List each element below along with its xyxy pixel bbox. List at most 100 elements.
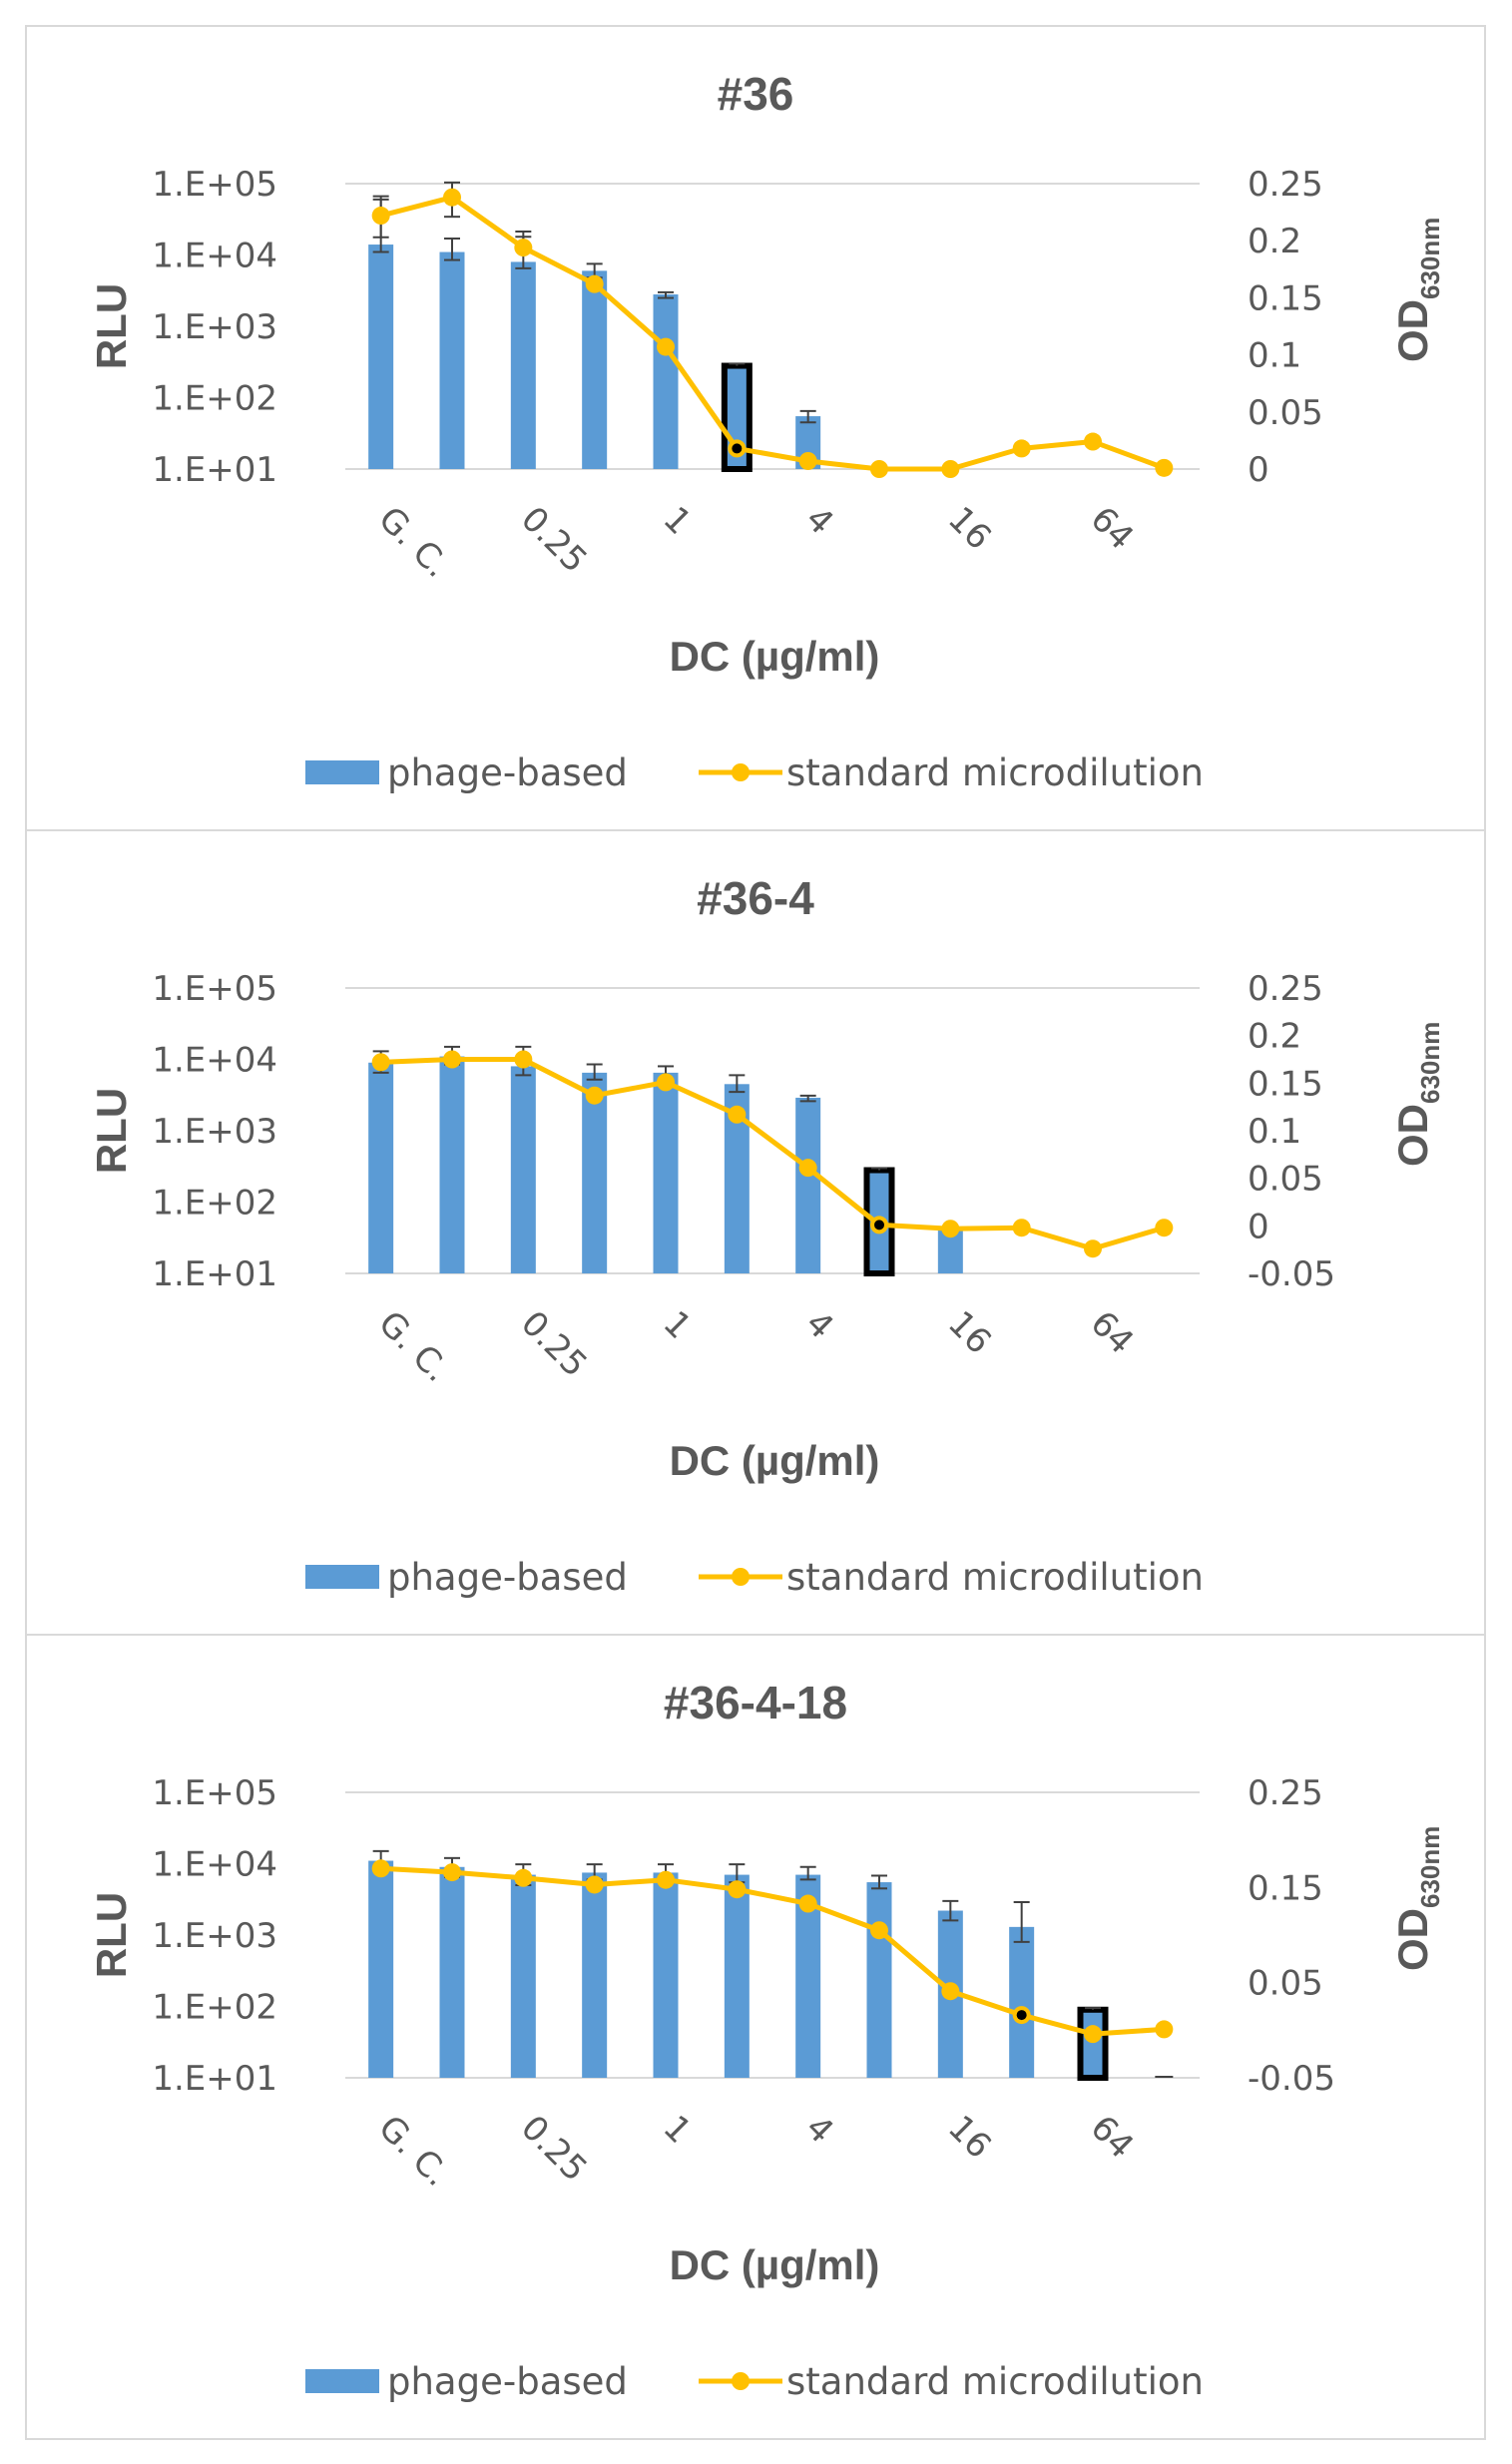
line-point <box>1084 1239 1102 1258</box>
series-line-standard-microdilution <box>380 1865 1165 2037</box>
line-point <box>1012 439 1031 458</box>
y2-axis-title-sub: 630nm <box>1415 218 1445 299</box>
y2-axis-title-text: OD630nm <box>1389 218 1445 362</box>
line-point <box>514 1050 533 1069</box>
y-tick-label: 1.E+05 <box>152 969 277 1009</box>
y-tick-label: 1.E+05 <box>152 165 277 205</box>
x-axis-title: DC (µg/ml) <box>670 2241 880 2288</box>
panel-border <box>25 1634 1486 2440</box>
line-point <box>514 239 533 257</box>
y2-axis-title: OD630nm <box>1389 1022 1445 1167</box>
y2-tick-label: 0.15 <box>1248 1868 1323 1908</box>
line-point-highlight-dot <box>874 1220 884 1231</box>
bar <box>510 261 536 469</box>
line-point <box>1084 2025 1102 2044</box>
line-point <box>514 1868 533 1887</box>
y-tick-label: 1.E+01 <box>152 1254 277 1294</box>
line-point <box>728 1880 747 1899</box>
line-point <box>443 1050 461 1069</box>
line-point <box>798 451 817 470</box>
legend: phage-based standard microdilution <box>305 751 1204 794</box>
bar <box>439 1866 465 2078</box>
line-point <box>1155 1219 1174 1237</box>
y-tick-label: 1.E+01 <box>152 450 277 490</box>
line-point <box>657 1073 675 1092</box>
line-point <box>585 1875 604 1894</box>
bar <box>1009 1926 1035 2078</box>
legend-swatch-phage-based <box>305 1565 379 1589</box>
series-line-standard-microdilution <box>380 1057 1166 1251</box>
y-tick-label: 1.E+02 <box>152 1988 277 2028</box>
line-point <box>941 1982 960 2001</box>
line-point <box>443 1863 461 1882</box>
y2-tick-label: 0.1 <box>1248 1112 1301 1152</box>
line-point-highlight-dot <box>1016 2010 1027 2021</box>
y-axis-title: RLU <box>88 283 135 369</box>
line-point <box>941 1220 960 1238</box>
y2-tick-label: 0.2 <box>1248 1017 1301 1057</box>
legend-swatch-phage-based <box>305 2369 379 2393</box>
y-tick-label: 1.E+03 <box>152 1916 277 1956</box>
bar-highlighted <box>1077 2006 1109 2081</box>
line-point <box>371 1053 390 1072</box>
y2-tick-label: 0 <box>1248 450 1269 490</box>
y2-tick-label: 0.15 <box>1248 278 1323 318</box>
legend-label-phage-based: phage-based <box>387 2360 628 2403</box>
line-point <box>585 1086 604 1105</box>
bar <box>368 1860 394 2078</box>
y2-tick-label: 0.25 <box>1248 969 1323 1009</box>
y2-axis-title-text: OD630nm <box>1389 1022 1445 1167</box>
bar <box>795 1097 821 1273</box>
panel-border <box>25 25 1486 831</box>
legend-label-phage-based: phage-based <box>387 1556 628 1599</box>
line-point <box>443 188 461 207</box>
chart-panel-2: #36-4 1.E+01 1.E+02 1.E+03 1.E+04 1.E+05 -0.05… <box>25 829 1486 1636</box>
line-point <box>870 1921 888 1940</box>
y2-tick-label: 0.05 <box>1248 1964 1323 2004</box>
y-axis-title: RLU <box>88 1088 135 1174</box>
bar <box>510 1066 536 1273</box>
line-point <box>941 460 960 478</box>
bar <box>653 1872 679 2078</box>
y2-tick-label: 0.1 <box>1248 336 1301 376</box>
legend: phage-based standard microdilution <box>305 2360 1204 2403</box>
series-line-standard-microdilution <box>380 195 1166 472</box>
line-point <box>798 1159 817 1178</box>
legend-label-phage-based: phage-based <box>387 751 628 794</box>
line-point <box>657 1870 675 1889</box>
line-point <box>585 274 604 293</box>
y-tick-label: 1.E+04 <box>152 1041 277 1081</box>
panel-border <box>25 829 1486 1636</box>
y2-axis-title-sub: 630nm <box>1415 1826 1445 1908</box>
legend-label-standard-microdilution: standard microdilution <box>786 1556 1204 1599</box>
y2-axis-title-main: OD <box>1389 1104 1436 1167</box>
bar <box>724 1874 750 2078</box>
y2-tick-label: -0.05 <box>1248 2059 1335 2099</box>
y2-tick-label: 0.15 <box>1248 1064 1323 1104</box>
y2-tick-label: 0.05 <box>1248 1160 1323 1200</box>
y2-tick-label: 0.05 <box>1248 393 1323 433</box>
y-tick-label: 1.E+02 <box>152 1184 277 1224</box>
bar <box>653 1072 679 1273</box>
legend-swatch-marker <box>732 1568 750 1586</box>
y2-axis-title-main: OD <box>1389 1908 1436 1971</box>
x-axis-title: DC (µg/ml) <box>670 633 880 680</box>
line-point <box>371 1859 390 1878</box>
legend-swatch-marker <box>732 763 750 781</box>
y2-tick-label: -0.05 <box>1248 1254 1335 1294</box>
line-point <box>1155 458 1174 477</box>
line-point <box>657 337 675 356</box>
chart-title: #36 <box>718 68 794 120</box>
line-point <box>1155 2020 1174 2039</box>
chart-panel-3: #36-4-18 1.E+01 1.E+02 1.E+03 1.E+04 1.E+05 -0… <box>25 1634 1486 2440</box>
line-point <box>1084 432 1102 451</box>
y2-tick-label: 0.2 <box>1248 222 1301 261</box>
bar <box>866 1882 892 2078</box>
y-tick-label: 1.E+02 <box>152 379 277 419</box>
bar <box>582 1072 608 1273</box>
bar <box>582 270 608 469</box>
line-point <box>371 207 390 226</box>
legend-label-standard-microdilution: standard microdilution <box>786 751 1204 794</box>
bar <box>368 1062 394 1273</box>
y-tick-label: 1.E+01 <box>152 2059 277 2099</box>
